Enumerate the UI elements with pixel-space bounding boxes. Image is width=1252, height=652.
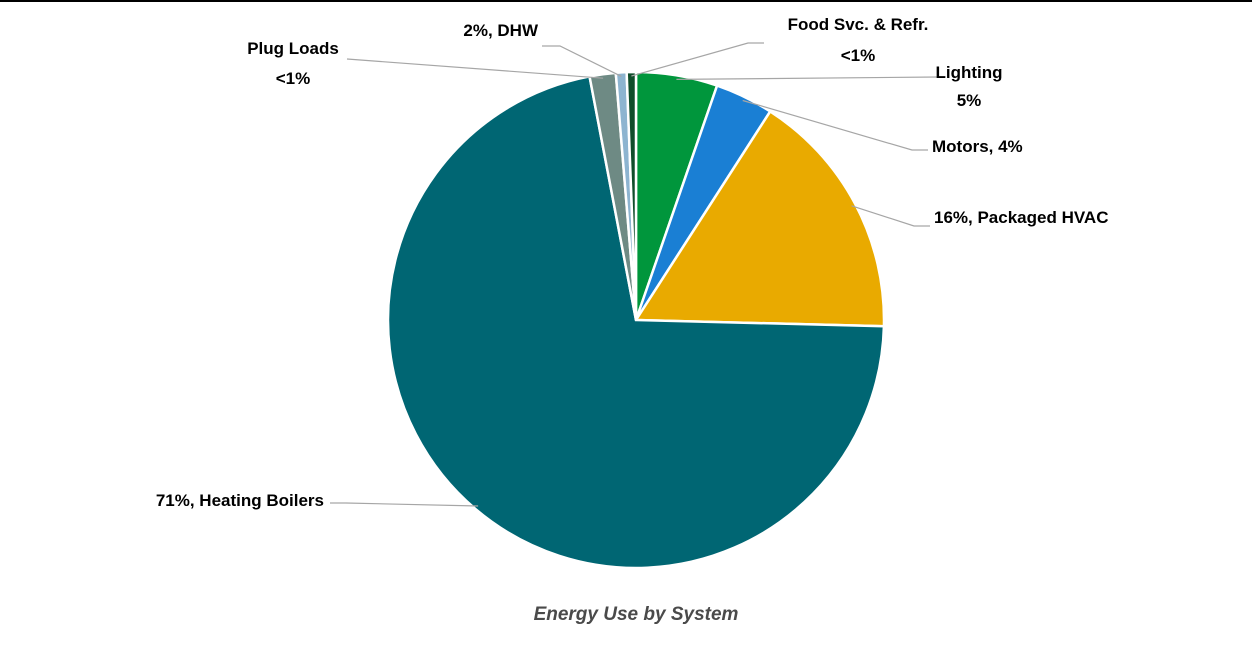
slice-label: 5% xyxy=(957,91,982,110)
slice-label: Plug Loads xyxy=(247,39,339,58)
slice-label: Food Svc. & Refr. xyxy=(788,15,929,34)
pie-slices xyxy=(386,70,886,570)
pie-slice-packaged-hvac xyxy=(633,109,886,328)
leader-line xyxy=(676,76,939,80)
slice-labels: Lighting 5% Motors, 4% 16%, Packaged HVAC 71… xyxy=(156,15,1109,510)
slice-label: <1% xyxy=(276,69,311,88)
slice-label: <1% xyxy=(841,46,876,65)
leader-line xyxy=(631,42,764,77)
slice-label: 71%, Heating Boilers xyxy=(156,491,324,510)
leader-line xyxy=(330,502,479,507)
leader-line xyxy=(851,205,930,227)
leader-lines xyxy=(330,42,939,507)
pie-slice-food-svc-refr xyxy=(625,70,638,321)
pie-slice-heating-boilers xyxy=(386,74,886,570)
slice-label: Motors, 4% xyxy=(932,137,1023,156)
slice-label: Lighting xyxy=(935,63,1002,82)
leader-line xyxy=(346,58,604,79)
leader-line xyxy=(542,45,622,77)
slice-label: 2%, DHW xyxy=(463,21,539,40)
leader-line xyxy=(742,99,928,151)
chart-caption: Energy Use by System xyxy=(534,604,739,625)
slice-label: 16%, Packaged HVAC xyxy=(934,208,1108,227)
